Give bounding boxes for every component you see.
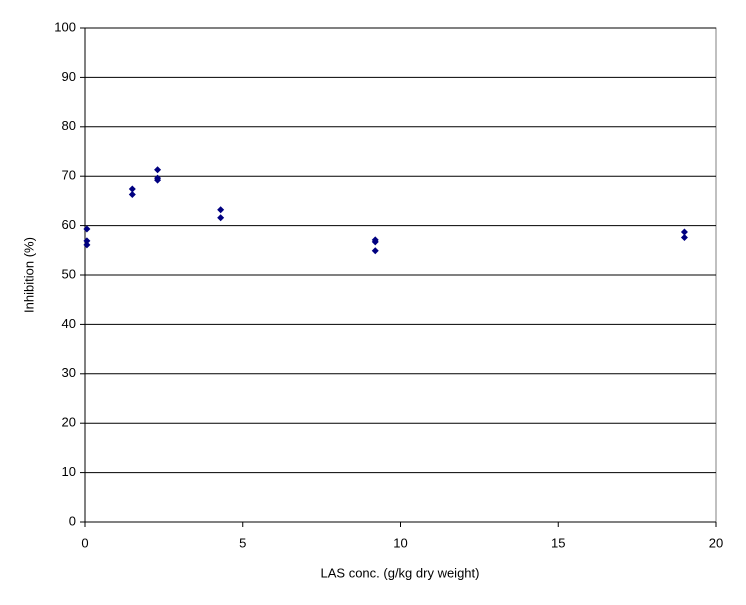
- y-tick-label: 100: [54, 19, 76, 34]
- x-tick-label: 10: [393, 535, 407, 550]
- y-tick-label: 90: [62, 69, 76, 84]
- x-tick-label: 20: [709, 535, 723, 550]
- y-tick-label: 60: [62, 217, 76, 232]
- x-axis-label: LAS conc. (g/kg dry weight): [321, 565, 480, 580]
- y-tick-label: 0: [69, 513, 76, 528]
- point: [371, 238, 379, 246]
- y-tick-label: 40: [62, 316, 76, 331]
- y-tick-label: 30: [62, 365, 76, 380]
- point: [217, 214, 225, 222]
- point: [371, 247, 379, 255]
- x-tick-label: 0: [81, 535, 88, 550]
- point: [128, 185, 136, 193]
- point: [83, 241, 91, 249]
- x-tick-label: 5: [239, 535, 246, 550]
- point: [154, 176, 162, 184]
- y-tick-label: 70: [62, 168, 76, 183]
- y-tick-label: 10: [62, 464, 76, 479]
- point: [128, 190, 136, 198]
- point: [154, 166, 162, 174]
- y-axis-label: Inhibition (%): [21, 237, 36, 313]
- point: [83, 237, 91, 245]
- point: [680, 233, 688, 241]
- point: [217, 206, 225, 214]
- y-tick-label: 50: [62, 266, 76, 281]
- y-tick-label: 20: [62, 415, 76, 430]
- x-tick-label: 15: [551, 535, 565, 550]
- point: [83, 225, 91, 233]
- point: [680, 228, 688, 236]
- y-tick-label: 80: [62, 118, 76, 133]
